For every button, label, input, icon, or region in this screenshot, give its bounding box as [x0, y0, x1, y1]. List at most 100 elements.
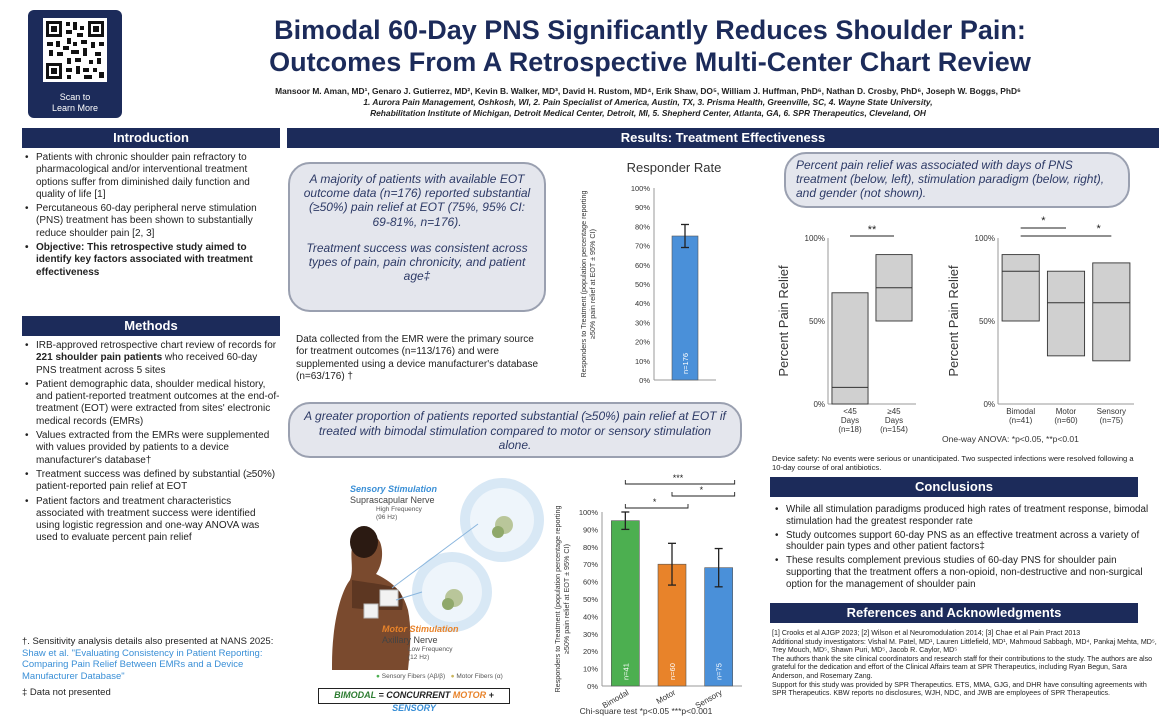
bar: [611, 520, 640, 687]
box: [1092, 262, 1131, 362]
motor-stimulation-label: Motor Stimulation Axillary Nerve Low Fre…: [382, 624, 459, 661]
y-tick-label: 100%: [631, 184, 651, 193]
box: [1001, 254, 1040, 322]
significance-label: *: [653, 497, 657, 507]
y-tick-label: 20%: [635, 338, 650, 347]
bar-n-label: n=60: [668, 663, 677, 680]
results-heading: Results: Treatment Effectiveness: [287, 128, 1159, 148]
y-tick-label: 80%: [583, 543, 598, 552]
sensory-frequency: High Frequency (96 Hz): [376, 506, 422, 521]
data-not-presented-note: ‡ Data not presented: [22, 687, 111, 698]
y-axis-label: Percent Pain Relief: [776, 265, 791, 377]
qr-code-panel[interactable]: Scan to Learn More: [28, 10, 122, 118]
bar-n-label: n=75: [715, 663, 724, 680]
y-tick-label: 50%: [635, 280, 650, 289]
y-tick-label: 100%: [805, 234, 825, 243]
list-item: Treatment success was defined by substan…: [22, 469, 280, 494]
chart-title: Responder Rate: [627, 160, 722, 175]
x-tick-label: (n=18): [838, 425, 862, 434]
box: [1046, 270, 1086, 357]
paradigm-boxplot: 0% 50% 100% Percent Pain Relief Bimodal(n=41…: [942, 215, 1134, 444]
paradigm-responder-chart: 0% 10% 20% 30% 40% 50% 60% 70% 80% 90% 100% Respond…: [553, 473, 742, 716]
y-tick-label: 0%: [639, 376, 650, 384]
pain-relief-callout: Percent pain relief was associated with …: [784, 152, 1130, 208]
x-tick-label: (n=75): [1100, 416, 1124, 425]
x-tick-label: ≥45: [887, 407, 901, 416]
box: [831, 292, 869, 405]
responder-rate-chart: Responder Rate 0% 10% 20% 30% 40% 50% 60% 70% 80%…: [579, 160, 722, 384]
x-tick-label: <45: [843, 407, 857, 416]
y-tick-label: 0%: [983, 400, 995, 409]
x-tick-label: Motor: [1056, 407, 1077, 416]
qr-code-icon: [43, 18, 107, 82]
device-safety-note: Device safety: No events were serious or…: [772, 454, 1134, 473]
y-axis-label-line: Responders to Treatment (population perc…: [553, 506, 562, 693]
references-body: [1] Crooks et al AJGP 2023; [2] Wilson e…: [772, 629, 1157, 698]
significance-label: **: [868, 224, 877, 236]
list-item: Values extracted from the EMRs were supp…: [22, 430, 280, 467]
significance-label: ***: [673, 473, 684, 483]
significance-label: *: [1041, 215, 1046, 227]
y-axis-label: Percent Pain Relief: [946, 265, 961, 377]
motor-frequency: Low Frequency (12 Hz): [408, 646, 453, 661]
references-heading: References and Acknowledgments: [770, 603, 1138, 623]
y-tick-label: 50%: [979, 317, 995, 326]
y-tick-label: 90%: [635, 203, 650, 212]
list-item: Study outcomes support 60-day PNS as an …: [772, 530, 1156, 554]
y-axis-label-line: ≥50% pain relief at EOT ± 95% CI): [562, 544, 571, 654]
chart-footnote: Chi-square test *p<0.05 ***p<0.001: [580, 706, 713, 716]
y-tick-label: 100%: [975, 234, 995, 243]
significance-bracket: [624, 480, 736, 485]
y-tick-label: 70%: [635, 242, 650, 251]
stimulation-illustration: [332, 478, 544, 670]
poster-title: Bimodal 60-Day PNS Significantly Reduces…: [269, 15, 1031, 77]
x-tick-label: Days: [885, 416, 903, 425]
authors: Mansoor M. Aman, MD¹, Genaro J. Gutierre…: [275, 86, 1021, 96]
bar: [671, 235, 699, 381]
nans-reference-link[interactable]: Shaw et al. "Evaluating Consistency in P…: [22, 647, 263, 682]
y-tick-label: 50%: [583, 595, 598, 604]
bimodal-callout: A greater proportion of patients reporte…: [288, 402, 742, 458]
y-tick-label: 10%: [635, 357, 650, 366]
x-tick-label: (n=154): [880, 425, 908, 434]
methods-heading: Methods: [22, 316, 280, 336]
fiber-legend: ● Sensory Fibers (Aβ/β) ● Motor Fibers (…: [376, 673, 503, 680]
y-axis-label-line: ≥50% pain relief at EOT ± 95% CI): [588, 229, 597, 339]
y-tick-label: 40%: [635, 299, 650, 308]
bar-n-label: n=41: [621, 663, 630, 680]
y-tick-label: 80%: [635, 222, 650, 231]
y-tick-label: 30%: [583, 630, 598, 639]
y-tick-label: 40%: [583, 612, 598, 621]
y-tick-label: 10%: [583, 665, 598, 674]
y-tick-label: 0%: [813, 400, 825, 409]
list-item: Patient factors and treatment characteri…: [22, 496, 280, 545]
sensory-fiber-dot-icon: ●: [376, 673, 380, 680]
y-tick-label: 100%: [579, 508, 599, 517]
sensory-stimulation-label: Sensory Stimulation Suprascapular Nerve …: [350, 484, 438, 521]
days-boxplot: 0%50%100%Percent Pain Relief<45Days(n=18…: [776, 224, 916, 434]
bar-n-label: n=176: [681, 353, 690, 374]
y-axis-label: Responders to Treatment (population perc…: [553, 506, 571, 693]
sensitivity-note: †. Sensitivity analysis details also pre…: [22, 636, 274, 682]
y-tick-label: 70%: [583, 560, 598, 569]
y-tick-label: 50%: [809, 317, 825, 326]
motor-fiber-dot-icon: ●: [450, 673, 455, 680]
list-item: IRB-approved retrospective chart review …: [22, 340, 280, 377]
x-tick-label: (n=60): [1054, 416, 1078, 425]
affiliations: 1. Aurora Pain Management, Oshkosh, WI, …: [363, 97, 933, 118]
introduction-list: Patients with chronic shoulder pain refr…: [22, 152, 280, 281]
y-tick-label: 90%: [583, 525, 598, 534]
list-item: Patient demographic data, shoulder medic…: [22, 379, 280, 428]
list-item: Objective: This retrospective study aime…: [22, 242, 280, 279]
list-item: These results complement previous studie…: [772, 555, 1156, 590]
chart-footnote: One-way ANOVA: *p<0.05, **p<0.01: [942, 434, 1079, 444]
significance-bracket: [671, 492, 736, 497]
qr-caption: Scan to Learn More: [51, 92, 99, 113]
y-tick-label: 20%: [583, 647, 598, 656]
conclusions-heading: Conclusions: [770, 477, 1138, 497]
y-tick-label: 0%: [587, 682, 598, 691]
y-tick-label: 60%: [635, 261, 650, 270]
y-tick-label: 60%: [583, 578, 598, 587]
x-tick-label: Days: [841, 416, 859, 425]
y-tick-label: 30%: [635, 318, 650, 327]
